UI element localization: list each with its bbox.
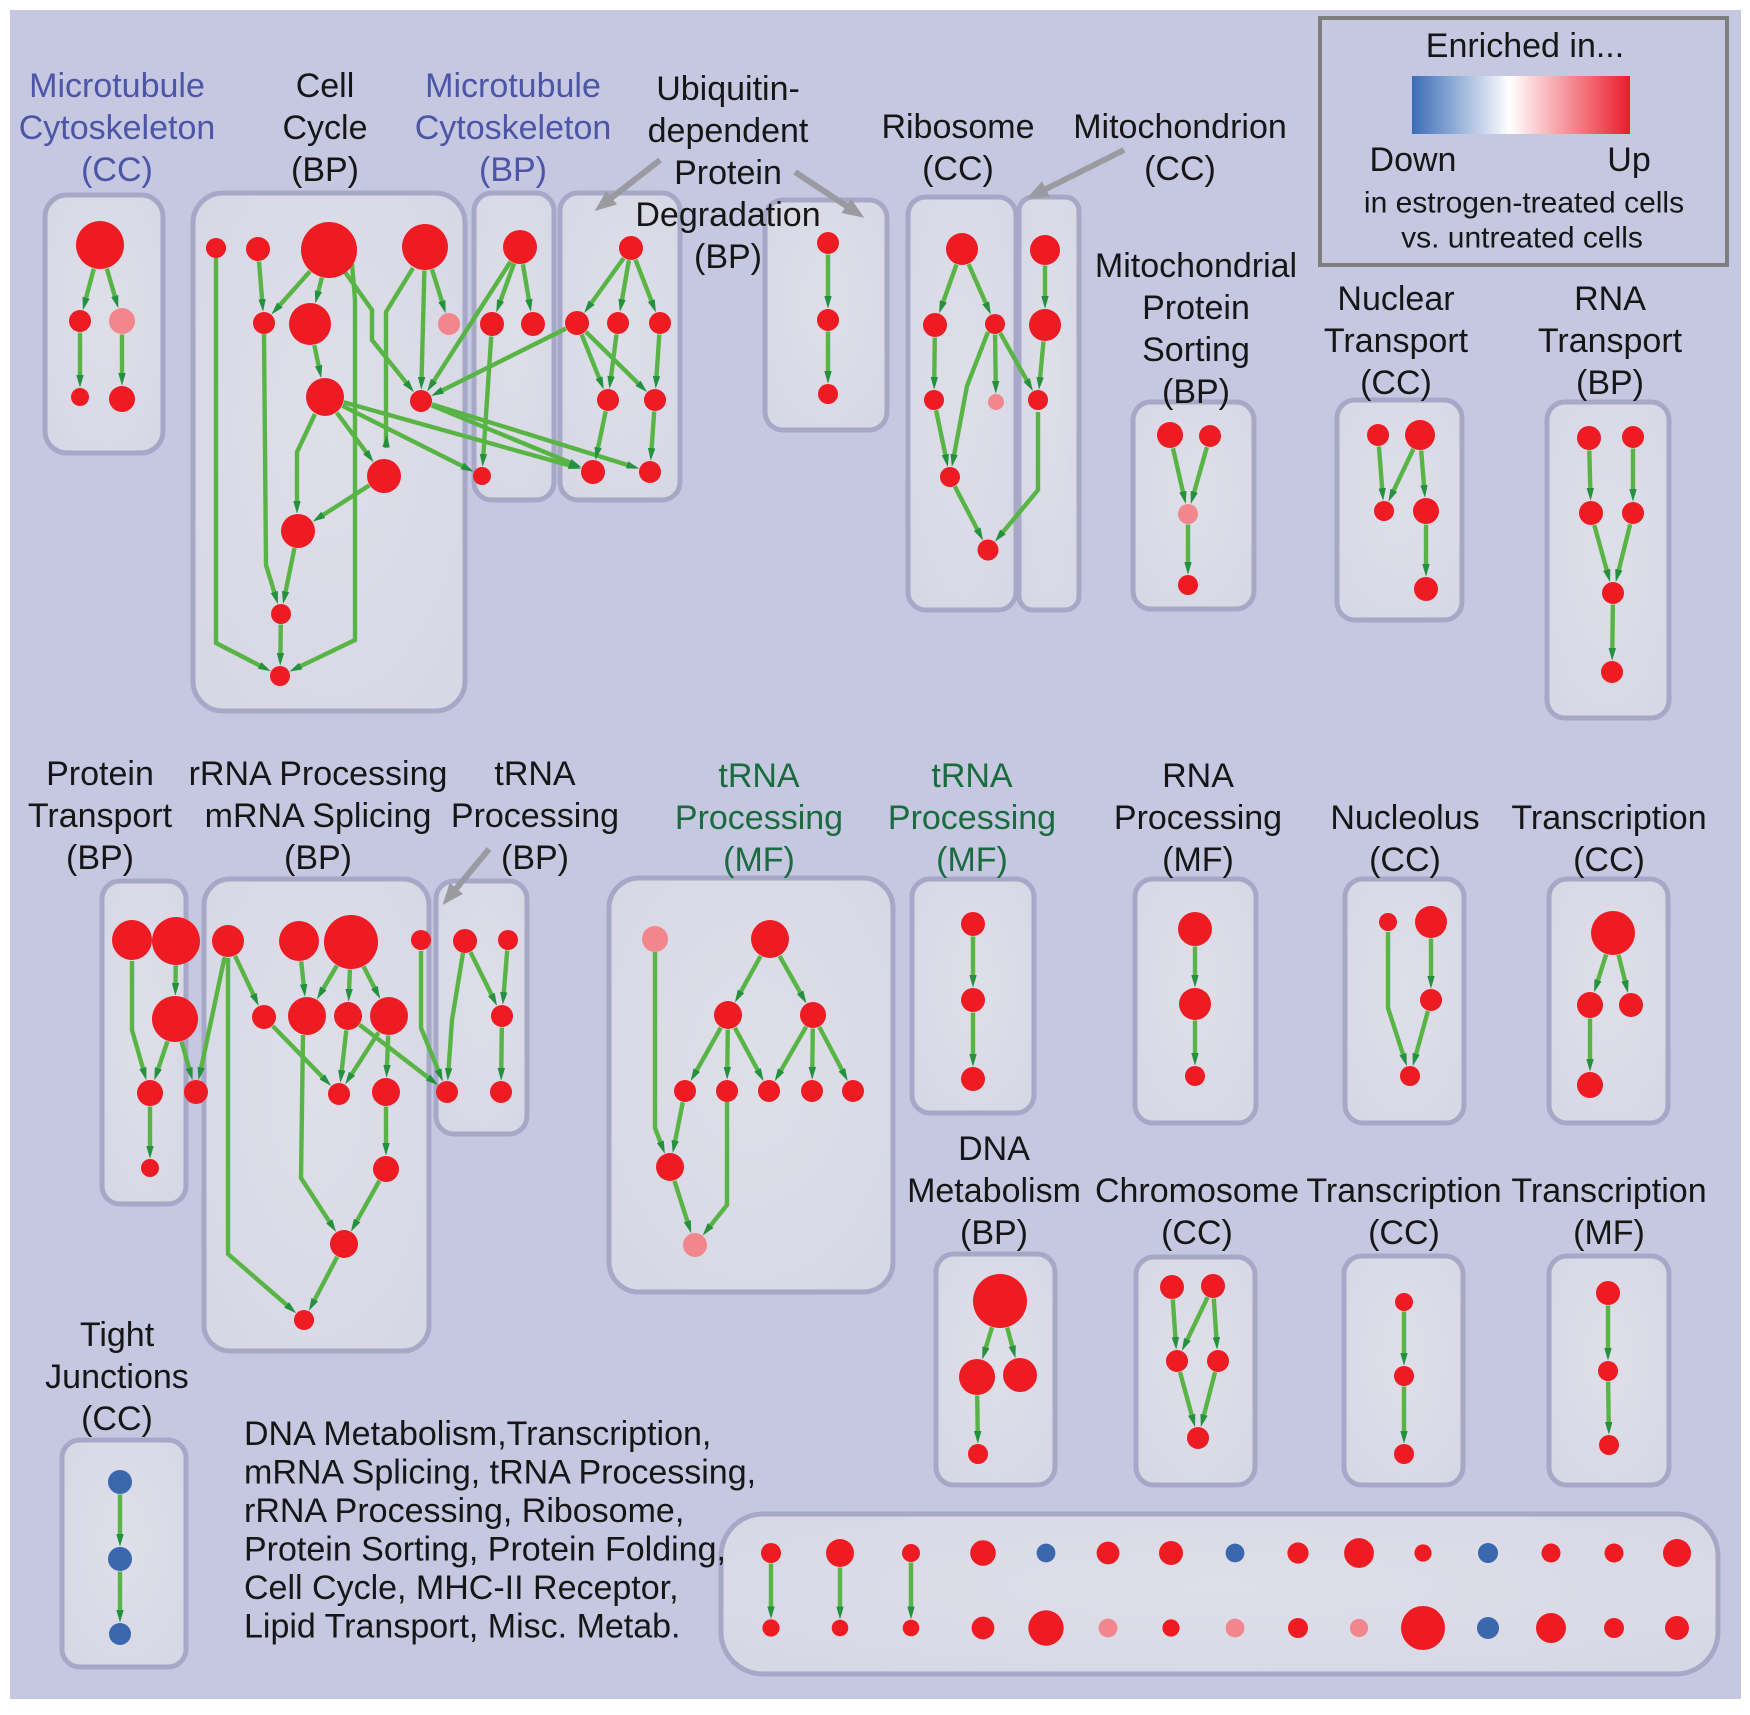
svg-text:(MF): (MF) <box>936 841 1008 879</box>
svg-text:DNA: DNA <box>958 1130 1030 1168</box>
svg-text:(CC): (CC) <box>1360 364 1432 402</box>
svg-text:(CC): (CC) <box>81 1400 153 1438</box>
svg-text:tRNA: tRNA <box>494 755 576 793</box>
svg-text:RNA: RNA <box>1574 280 1646 318</box>
svg-text:rRNA Processing, Ribosome,: rRNA Processing, Ribosome, <box>244 1492 684 1530</box>
svg-text:Nuclear: Nuclear <box>1337 280 1454 318</box>
svg-text:(BP): (BP) <box>694 238 762 276</box>
svg-text:Enriched in...: Enriched in... <box>1426 27 1624 65</box>
svg-text:(CC): (CC) <box>922 150 994 188</box>
svg-text:Transcription: Transcription <box>1511 799 1706 837</box>
svg-text:Processing: Processing <box>451 797 619 835</box>
svg-text:(BP): (BP) <box>501 839 569 877</box>
svg-text:(CC): (CC) <box>1369 841 1441 879</box>
svg-text:Transport: Transport <box>28 797 173 835</box>
svg-text:tRNA: tRNA <box>931 757 1013 795</box>
svg-text:Transport: Transport <box>1538 322 1683 360</box>
svg-text:Junctions: Junctions <box>45 1358 189 1396</box>
svg-text:Ubiquitin-: Ubiquitin- <box>656 70 800 108</box>
svg-text:Mitochondrial: Mitochondrial <box>1095 247 1297 285</box>
svg-text:Cytoskeleton: Cytoskeleton <box>415 109 612 147</box>
svg-text:mRNA Splicing, tRNA Processing: mRNA Splicing, tRNA Processing, <box>244 1454 756 1492</box>
svg-text:Transport: Transport <box>1324 322 1469 360</box>
svg-text:RNA: RNA <box>1162 757 1234 795</box>
svg-text:(BP): (BP) <box>479 151 547 189</box>
svg-text:Microtubule: Microtubule <box>425 67 601 105</box>
svg-text:Degradation: Degradation <box>635 196 820 234</box>
svg-text:vs. untreated cells: vs. untreated cells <box>1401 222 1643 255</box>
svg-text:(CC): (CC) <box>1573 841 1645 879</box>
svg-text:Down: Down <box>1370 141 1457 179</box>
svg-text:(BP): (BP) <box>1162 373 1230 411</box>
svg-text:Protein: Protein <box>46 755 154 793</box>
svg-text:Processing: Processing <box>888 799 1056 837</box>
svg-text:Cell: Cell <box>296 67 355 105</box>
svg-text:Chromosome: Chromosome <box>1095 1172 1299 1210</box>
svg-text:Processing: Processing <box>675 799 843 837</box>
svg-text:Metabolism: Metabolism <box>907 1172 1081 1210</box>
svg-text:(MF): (MF) <box>1573 1214 1645 1252</box>
svg-text:Transcription: Transcription <box>1511 1172 1706 1210</box>
svg-text:(CC): (CC) <box>1161 1214 1233 1252</box>
svg-text:mRNA Splicing: mRNA Splicing <box>205 797 432 835</box>
svg-text:Nucleolus: Nucleolus <box>1330 799 1479 837</box>
svg-text:Protein: Protein <box>674 154 782 192</box>
svg-text:Cytoskeleton: Cytoskeleton <box>19 109 216 147</box>
svg-text:Up: Up <box>1607 141 1650 179</box>
svg-text:(BP): (BP) <box>284 839 352 877</box>
svg-text:in estrogen-treated cells: in estrogen-treated cells <box>1364 187 1684 220</box>
svg-text:Protein: Protein <box>1142 289 1250 327</box>
svg-text:Cycle: Cycle <box>282 109 367 147</box>
svg-text:(CC): (CC) <box>1144 150 1216 188</box>
svg-text:Sorting: Sorting <box>1142 331 1250 369</box>
svg-text:Cell Cycle, MHC-II Receptor,: Cell Cycle, MHC-II Receptor, <box>244 1569 679 1607</box>
svg-text:(CC): (CC) <box>81 151 153 189</box>
svg-text:Protein Sorting, Protein Foldi: Protein Sorting, Protein Folding, <box>244 1531 726 1569</box>
svg-text:(BP): (BP) <box>291 151 359 189</box>
svg-text:(BP): (BP) <box>1576 364 1644 402</box>
svg-text:Lipid Transport, Misc. Metab.: Lipid Transport, Misc. Metab. <box>244 1608 681 1646</box>
svg-text:rRNA Processing: rRNA Processing <box>189 755 448 793</box>
svg-text:Ribosome: Ribosome <box>881 108 1034 146</box>
svg-text:(BP): (BP) <box>960 1214 1028 1252</box>
svg-text:(MF): (MF) <box>1162 841 1234 879</box>
svg-text:(MF): (MF) <box>723 841 795 879</box>
svg-text:Transcription: Transcription <box>1306 1172 1501 1210</box>
svg-text:dependent: dependent <box>648 112 809 150</box>
svg-text:DNA Metabolism,Transcription,: DNA Metabolism,Transcription, <box>244 1415 711 1453</box>
svg-text:Mitochondrion: Mitochondrion <box>1073 108 1287 146</box>
svg-text:(CC): (CC) <box>1368 1214 1440 1252</box>
svg-text:Tight: Tight <box>80 1316 155 1354</box>
svg-text:tRNA: tRNA <box>718 757 800 795</box>
svg-text:Microtubule: Microtubule <box>29 67 205 105</box>
svg-text:(BP): (BP) <box>66 839 134 877</box>
svg-text:Processing: Processing <box>1114 799 1282 837</box>
